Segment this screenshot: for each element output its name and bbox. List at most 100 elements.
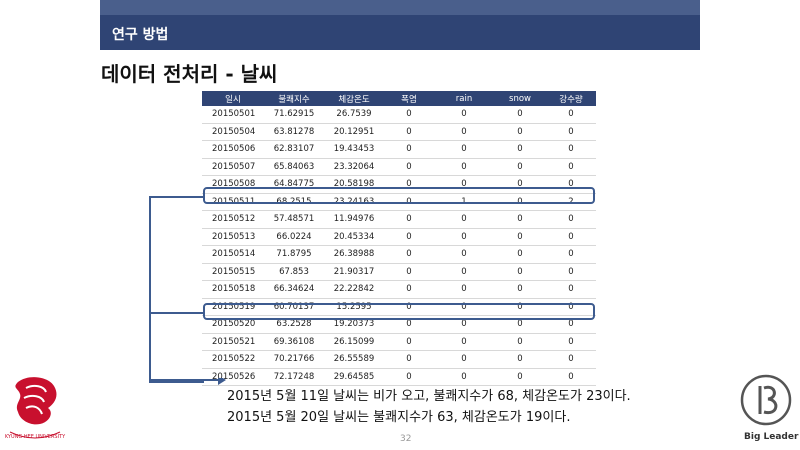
table-cell: 0: [494, 140, 546, 159]
table-cell: 0: [546, 333, 596, 351]
table-row: 20150519 60.70137 15.2595 0 0 0 0: [202, 298, 596, 316]
table-row: 20150512 57.48571 11.94976 0 0 0 0: [202, 210, 596, 229]
table-cell: 29.64585: [324, 368, 384, 386]
table-cell: 0: [384, 123, 434, 141]
highlight-box-20150511: [203, 187, 595, 204]
table-cell: 0: [494, 368, 546, 386]
table-cell: 0: [434, 140, 494, 159]
table-cell: 20150526: [202, 368, 264, 386]
table-cell: 0: [384, 106, 434, 124]
table-row: 20150501 71.62915 26.7539 0 0 0 0: [202, 106, 596, 124]
table-cell: 0: [434, 210, 494, 229]
table-cell: 20.12951: [324, 123, 384, 141]
table-cell: 71.8795: [264, 245, 324, 264]
table-cell: 0: [434, 158, 494, 176]
table-cell: 0: [546, 368, 596, 386]
highlight-box-20150520: [203, 303, 595, 320]
table-cell: 0: [384, 245, 434, 264]
table-cell: 69.36108: [264, 333, 324, 351]
table-cell: 0: [494, 210, 546, 229]
table-cell: 0: [434, 368, 494, 386]
table-cell: 20150521: [202, 333, 264, 351]
table-cell: 0: [384, 158, 434, 176]
arrow-head-icon: [150, 378, 226, 385]
section-title: 연구 방법: [112, 27, 169, 43]
table-row: 20150514 71.8795 26.38988 0 0 0 0: [202, 245, 596, 264]
column-header: snow: [494, 91, 546, 106]
table-cell: 0: [546, 228, 596, 246]
table-cell: 0: [384, 333, 434, 351]
table-cell: 0: [546, 263, 596, 281]
table-row: 20150513 66.0224 20.45334 0 0 0 0: [202, 228, 596, 246]
connector-arrow: [149, 196, 204, 383]
note-line-2: 2015년 5월 20일 날씨는 불쾌지수가 63, 체감온도가 19이다.: [227, 410, 571, 425]
table-row: 20150521 69.36108 26.15099 0 0 0 0: [202, 333, 596, 351]
table-cell: 0: [494, 245, 546, 264]
table-cell: 2: [546, 193, 596, 211]
table-header-row: 일시 불쾌지수 체감온도 폭염 rain snow 강수량: [202, 91, 596, 106]
table-cell: 20150518: [202, 280, 264, 299]
table-row: 20150526 72.17248 29.64585 0 0 0 0: [202, 368, 596, 386]
weather-table: 일시 불쾌지수 체감온도 폭염 rain snow 강수량 20150501 71…: [202, 91, 596, 386]
table-cell: 20150511: [202, 193, 264, 211]
table-cell: 0: [494, 280, 546, 299]
table-cell: 0: [384, 298, 434, 316]
table-cell: 19.43453: [324, 140, 384, 159]
table-cell: 66.34624: [264, 280, 324, 299]
table-cell: 20150519: [202, 298, 264, 316]
table-row: 20150506 62.83107 19.43453 0 0 0 0: [202, 140, 596, 159]
column-header: 불쾌지수: [264, 91, 324, 106]
table-cell: 0: [384, 140, 434, 159]
table-cell: 0: [434, 333, 494, 351]
table-cell: 0: [546, 280, 596, 299]
table-cell: 21.90317: [324, 263, 384, 281]
table-cell: 0: [546, 350, 596, 369]
column-header: 폭염: [384, 91, 434, 106]
table-cell: 0: [494, 228, 546, 246]
column-header: 체감온도: [324, 91, 384, 106]
column-header: rain: [434, 91, 494, 106]
table-cell: 0: [546, 140, 596, 159]
table-cell: 23.24163: [324, 193, 384, 211]
table-cell: 0: [384, 368, 434, 386]
table-cell: 0: [494, 333, 546, 351]
table-cell: 0: [546, 106, 596, 124]
table-cell: 0: [434, 280, 494, 299]
table-cell: 0: [434, 123, 494, 141]
table-body: 20150501 71.62915 26.7539 0 0 0 0 20150504 63.81…: [202, 106, 596, 386]
table-row: 20150504 63.81278 20.12951 0 0 0 0: [202, 123, 596, 141]
table-cell: 0: [494, 298, 546, 316]
table-cell: 20150522: [202, 350, 264, 369]
table-cell: 0: [546, 123, 596, 141]
table-cell: 0: [546, 210, 596, 229]
team-name: Big Leader: [744, 432, 799, 442]
table-cell: 26.7539: [324, 106, 384, 124]
table-cell: 20150504: [202, 123, 264, 141]
table-cell: 0: [434, 228, 494, 246]
table-cell: 67.853: [264, 263, 324, 281]
table-cell: 0: [546, 158, 596, 176]
table-cell: 26.55589: [324, 350, 384, 369]
table-cell: 0: [434, 350, 494, 369]
table-cell: 65.84063: [264, 158, 324, 176]
kyung-hee-university-logo: KYUNG HEE UNIVERSITY: [5, 377, 66, 440]
table-cell: 63.81278: [264, 123, 324, 141]
table-row: 20150515 67.853 21.90317 0 0 0 0: [202, 263, 596, 281]
header-band: 연구 방법: [100, 0, 700, 50]
table-cell: 0: [494, 193, 546, 211]
table-row: 20150511 68.2515 23.24163 0 1 0 2: [202, 193, 596, 211]
table-cell: 15.2595: [324, 298, 384, 316]
column-header: 일시: [202, 91, 264, 106]
table-cell: 0: [434, 263, 494, 281]
table-cell: 20.45334: [324, 228, 384, 246]
table-cell: 66.0224: [264, 228, 324, 246]
table-cell: 0: [384, 280, 434, 299]
table-cell: 26.15099: [324, 333, 384, 351]
table-cell: 0: [494, 123, 546, 141]
table-cell: 1: [434, 193, 494, 211]
table-cell: 0: [434, 106, 494, 124]
table-cell: 20150501: [202, 106, 264, 124]
table-cell: 0: [494, 106, 546, 124]
table-cell: 11.94976: [324, 210, 384, 229]
table-cell: 0: [494, 350, 546, 369]
